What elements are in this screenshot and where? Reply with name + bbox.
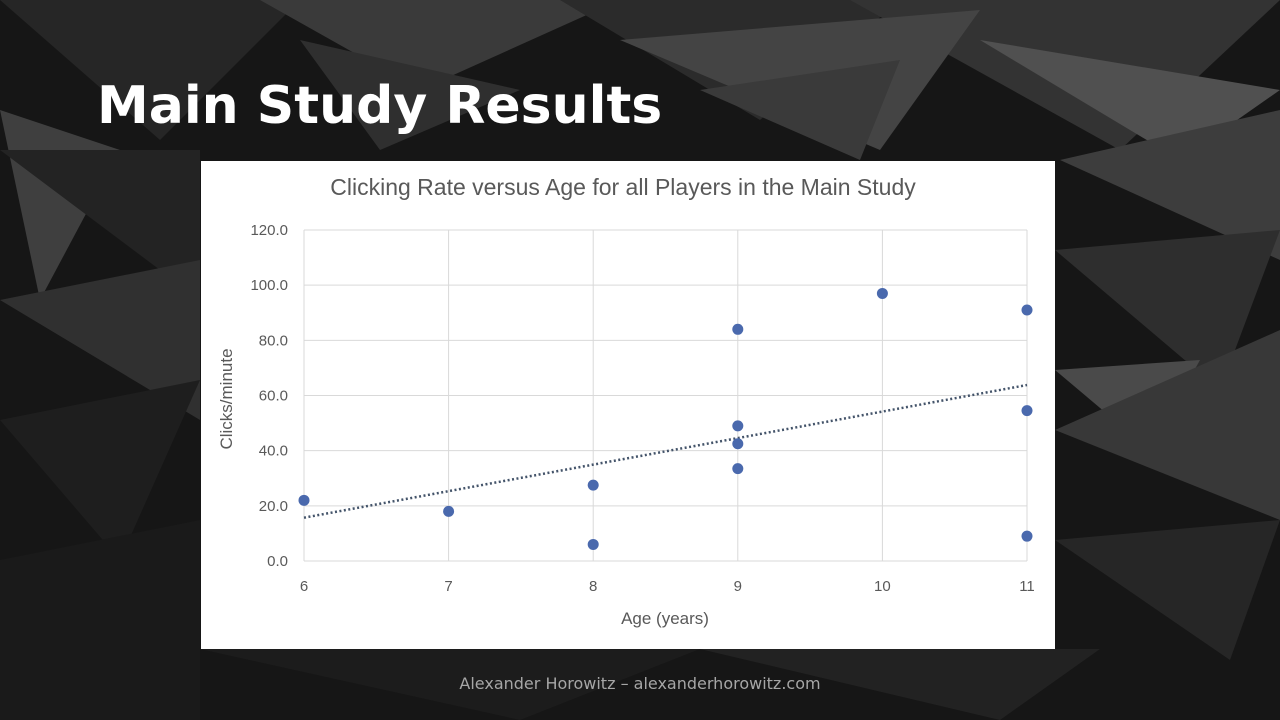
y-tick-label: 20.0 — [259, 498, 288, 515]
data-point — [1021, 530, 1033, 542]
y-axis-label: Clicks/minute — [217, 348, 236, 449]
trendline — [303, 383, 1028, 519]
chart-panel: Clicking Rate versus Age for all Players… — [201, 161, 1055, 649]
gridlines — [303, 229, 1028, 562]
data-point — [587, 538, 599, 550]
data-point — [587, 479, 599, 491]
footer-credit: Alexander Horowitz – alexanderhorowitz.c… — [459, 674, 821, 693]
x-tick-label: 9 — [734, 578, 742, 595]
data-point — [298, 494, 310, 506]
data-point — [732, 463, 744, 475]
trendline-group — [303, 383, 1028, 519]
scatter-chart: Clicking Rate versus Age for all Players… — [217, 174, 1035, 628]
y-tick-label: 100.0 — [250, 277, 288, 294]
x-tick-label: 6 — [300, 578, 308, 595]
data-point — [732, 323, 744, 335]
x-tick-label: 7 — [444, 578, 452, 595]
y-tick-labels: 0.0 20.0 40.0 60.0 80.0 100.0 120.0 — [250, 222, 288, 570]
slide-title: Main Study Results — [97, 76, 663, 136]
data-point — [1021, 304, 1033, 316]
y-tick-label: 40.0 — [259, 443, 288, 460]
y-tick-label: 60.0 — [259, 388, 288, 405]
data-point — [443, 505, 455, 517]
x-tick-label: 11 — [1019, 578, 1035, 595]
x-tick-label: 10 — [874, 578, 891, 595]
data-points — [298, 287, 1033, 550]
y-tick-label: 0.0 — [267, 553, 288, 570]
data-point — [876, 287, 888, 299]
data-point — [732, 420, 744, 432]
data-point — [1021, 405, 1033, 417]
x-tick-labels: 6 7 8 9 10 11 — [300, 578, 1035, 595]
x-axis-label: Age (years) — [621, 609, 709, 628]
data-point — [732, 438, 744, 450]
chart-title: Clicking Rate versus Age for all Players… — [330, 174, 916, 200]
y-tick-label: 120.0 — [250, 222, 288, 239]
y-tick-label: 80.0 — [259, 332, 288, 349]
x-tick-label: 8 — [589, 578, 597, 595]
